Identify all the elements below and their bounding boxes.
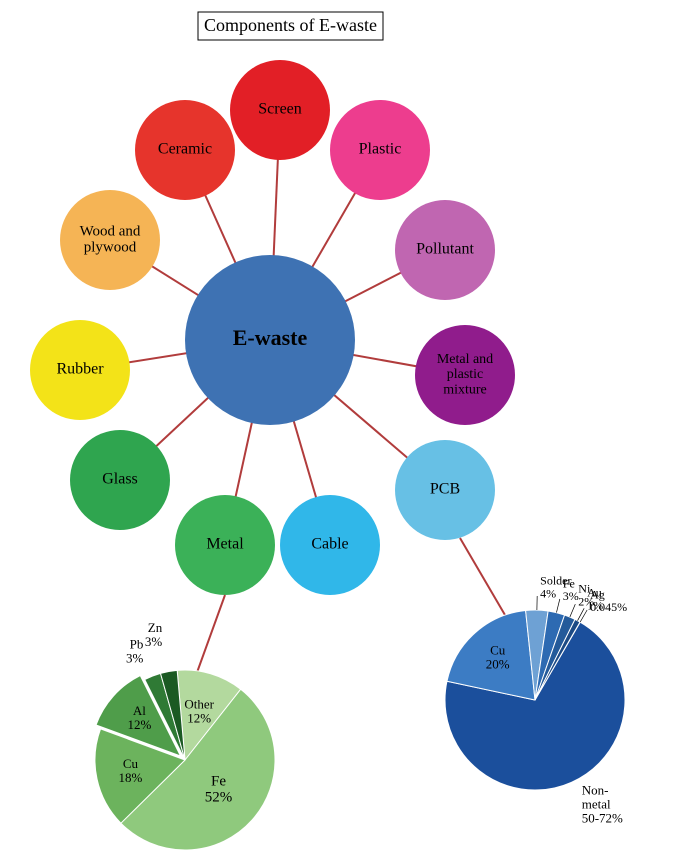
component-label: Rubber — [56, 361, 104, 378]
metal_pie-slice-label: Pb3% — [126, 637, 144, 666]
component-label: Plastic — [359, 141, 402, 158]
metal_pie-slice-label: Other12% — [184, 697, 214, 726]
component-label: Ceramic — [158, 141, 212, 158]
center-node: E-waste — [185, 255, 355, 425]
component-node: Wood andplywood — [60, 190, 160, 290]
component-label: Pollutant — [416, 241, 474, 258]
component-node: Glass — [70, 430, 170, 530]
component-node: Metal — [175, 495, 275, 595]
component-node: Rubber — [30, 320, 130, 420]
component-label: PCB — [430, 481, 460, 498]
component-node: Metal andplasticmixture — [415, 325, 515, 425]
component-label: Cable — [311, 536, 348, 553]
component-label: Screen — [258, 101, 302, 118]
component-node: Cable — [280, 495, 380, 595]
diagram-root: Components of E-waste E-waste Screen Cerami… — [0, 0, 685, 867]
title-text: Components of E-waste — [204, 15, 377, 35]
component-label: Wood andplywood — [80, 223, 141, 255]
component-node: PCB — [395, 440, 495, 540]
component-label: Glass — [102, 471, 138, 488]
center-label: E-waste — [233, 325, 308, 350]
component-label: Metal — [206, 536, 244, 553]
component-node: Pollutant — [395, 200, 495, 300]
component-node: Screen — [230, 60, 330, 160]
component-node: Ceramic — [135, 100, 235, 200]
pcb_pie-slice-label: Au1% — [587, 586, 603, 613]
pcb_pie-pie — [445, 610, 625, 790]
metal_pie-slice-label: Zn3% — [145, 620, 163, 649]
component-node: Plastic — [330, 100, 430, 200]
